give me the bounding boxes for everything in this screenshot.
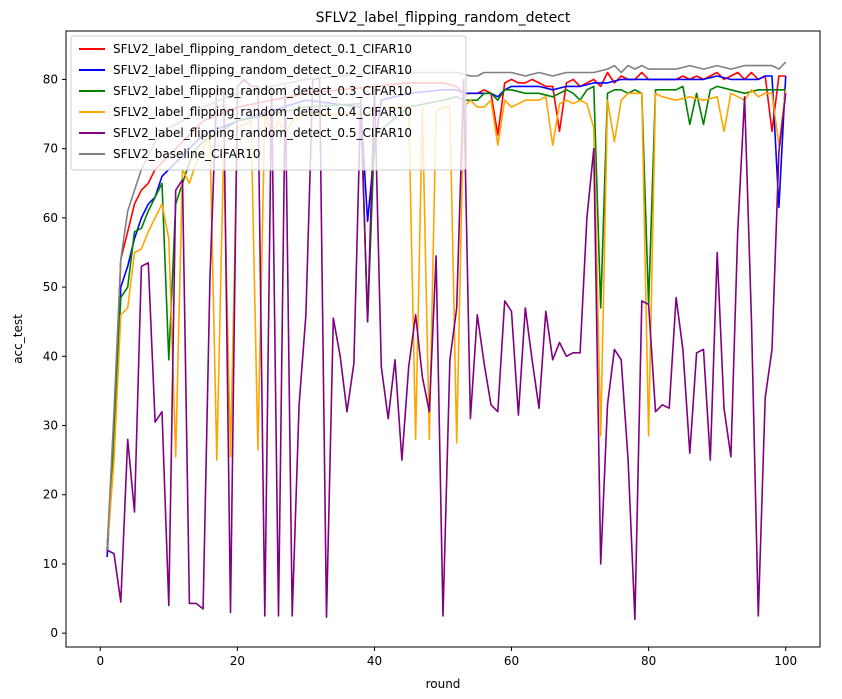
legend-frame	[70, 35, 467, 171]
legend: SFLV2_label_flipping_random_detect_0.1_C…	[70, 35, 467, 171]
x-tick-label: 0	[96, 654, 104, 668]
legend-label-4: SFLV2_label_flipping_random_detect_0.4_C…	[113, 105, 412, 119]
x-axis-label: round	[426, 677, 461, 691]
legend-label-6: SFLV2_baseline_CIFAR10	[113, 147, 261, 161]
legend-label-2: SFLV2_label_flipping_random_detect_0.2_C…	[113, 63, 412, 77]
x-axis: 0 20 40 60 80 100	[96, 647, 797, 668]
x-tick-label: 100	[774, 654, 797, 668]
y-axis: 0 10 20 30 40 50 60 70 80	[43, 72, 66, 640]
y-tick-label: 10	[43, 557, 58, 571]
plot-area-frame	[65, 30, 821, 648]
y-tick-label: 30	[43, 419, 58, 433]
y-tick-label: 0	[50, 626, 58, 640]
series-line-2	[106, 75, 787, 558]
x-tick-label: 20	[230, 654, 245, 668]
x-tick-label: 40	[367, 654, 382, 668]
y-axis-label: acc_test	[11, 314, 25, 364]
y-tick-label: 50	[43, 280, 58, 294]
legend-label-1: SFLV2_label_flipping_random_detect_0.1_C…	[113, 42, 412, 56]
legend-label-5: SFLV2_label_flipping_random_detect_0.5_C…	[113, 126, 412, 140]
series-line-3	[106, 85, 786, 551]
y-tick-label: 70	[43, 142, 58, 156]
x-tick-label: 60	[504, 654, 519, 668]
x-tick-label: 80	[641, 654, 656, 668]
y-tick-label: 80	[43, 72, 58, 86]
y-tick-label: 20	[43, 488, 58, 502]
y-tick-label: 60	[43, 211, 58, 225]
chart-title: SFLV2_label_flipping_random_detect	[316, 10, 571, 26]
y-tick-label: 40	[43, 349, 58, 363]
legend-label-3: SFLV2_label_flipping_random_detect_0.3_C…	[113, 84, 412, 98]
